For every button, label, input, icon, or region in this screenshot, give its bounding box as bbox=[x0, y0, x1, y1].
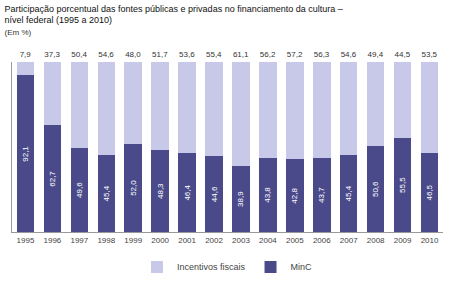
svg-text:7,9: 7,9 bbox=[20, 50, 32, 59]
svg-text:2007: 2007 bbox=[340, 236, 358, 245]
svg-text:1999: 1999 bbox=[124, 236, 142, 245]
svg-text:1997: 1997 bbox=[70, 236, 88, 245]
svg-text:2003: 2003 bbox=[232, 236, 250, 245]
svg-text:50,6: 50,6 bbox=[371, 181, 380, 197]
svg-text:44,5: 44,5 bbox=[395, 50, 411, 59]
svg-text:2006: 2006 bbox=[313, 236, 331, 245]
svg-text:46,4: 46,4 bbox=[183, 184, 192, 200]
svg-text:1996: 1996 bbox=[44, 236, 62, 245]
svg-text:Incentivos fiscais: Incentivos fiscais bbox=[177, 262, 246, 272]
svg-text:43,7: 43,7 bbox=[317, 187, 326, 203]
svg-text:2000: 2000 bbox=[151, 236, 169, 245]
svg-text:MinC: MinC bbox=[291, 262, 313, 272]
svg-text:46,5: 46,5 bbox=[425, 184, 434, 200]
svg-text:42,8: 42,8 bbox=[290, 188, 299, 204]
svg-text:38,9: 38,9 bbox=[236, 191, 245, 207]
svg-text:56,2: 56,2 bbox=[260, 50, 276, 59]
svg-text:55,4: 55,4 bbox=[206, 50, 222, 59]
svg-text:52,0: 52,0 bbox=[129, 180, 138, 196]
svg-text:Participação porcentual das fo: Participação porcentual das fontes públi… bbox=[5, 4, 343, 37]
svg-text:1995: 1995 bbox=[17, 236, 35, 245]
svg-text:62,7: 62,7 bbox=[48, 171, 57, 187]
svg-text:54,6: 54,6 bbox=[98, 50, 114, 59]
svg-text:43,8: 43,8 bbox=[263, 187, 272, 203]
svg-text:2004: 2004 bbox=[259, 236, 277, 245]
svg-text:49,6: 49,6 bbox=[75, 182, 84, 198]
svg-text:2008: 2008 bbox=[367, 236, 385, 245]
svg-text:53,6: 53,6 bbox=[179, 50, 195, 59]
svg-text:45,4: 45,4 bbox=[102, 185, 111, 201]
svg-text:2001: 2001 bbox=[178, 236, 196, 245]
svg-text:50,4: 50,4 bbox=[71, 50, 87, 59]
svg-text:2002: 2002 bbox=[205, 236, 223, 245]
svg-text:37,3: 37,3 bbox=[44, 50, 60, 59]
svg-text:56,3: 56,3 bbox=[314, 50, 330, 59]
svg-text:61,1: 61,1 bbox=[233, 50, 249, 59]
svg-text:53,5: 53,5 bbox=[421, 50, 437, 59]
svg-text:1998: 1998 bbox=[97, 236, 115, 245]
svg-text:49,4: 49,4 bbox=[368, 50, 384, 59]
svg-text:2009: 2009 bbox=[394, 236, 412, 245]
svg-text:48,0: 48,0 bbox=[125, 50, 141, 59]
svg-text:92,1: 92,1 bbox=[21, 146, 30, 162]
svg-text:2010: 2010 bbox=[421, 236, 439, 245]
svg-text:51,7: 51,7 bbox=[152, 50, 168, 59]
svg-text:57,2: 57,2 bbox=[287, 50, 303, 59]
svg-text:45,4: 45,4 bbox=[344, 185, 353, 201]
svg-text:44,6: 44,6 bbox=[210, 186, 219, 202]
svg-text:48,3: 48,3 bbox=[156, 183, 165, 199]
svg-text:2005: 2005 bbox=[286, 236, 304, 245]
svg-text:54,6: 54,6 bbox=[341, 50, 357, 59]
svg-text:55,5: 55,5 bbox=[398, 177, 407, 193]
